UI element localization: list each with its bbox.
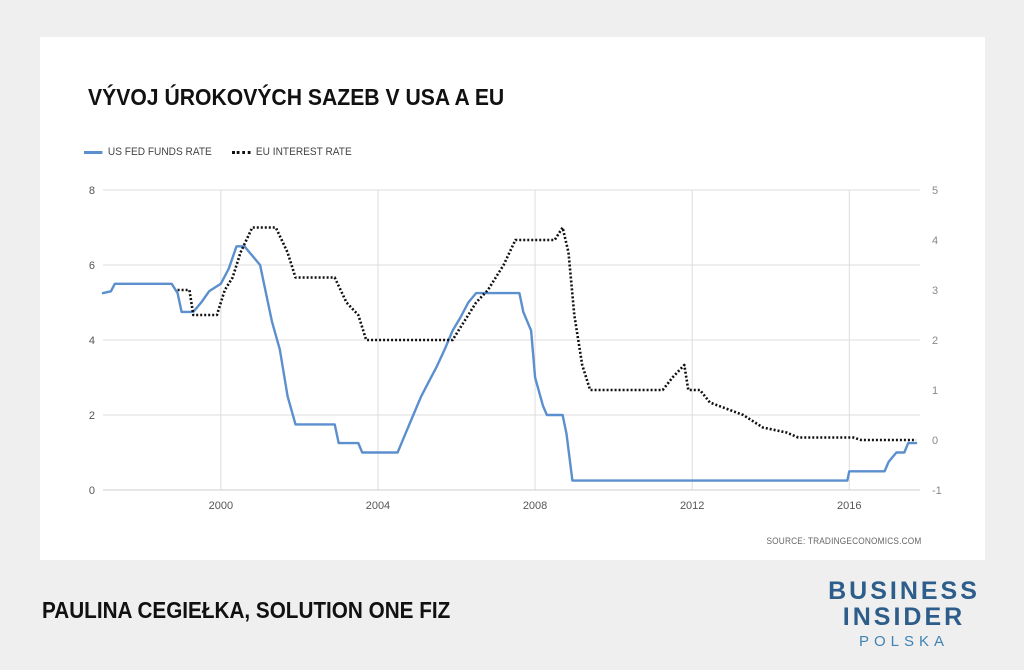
chart-title: VÝVOJ ÚROKOVÝCH SAZEB V USA A EU [88, 84, 505, 110]
legend-label-eu: EU INTEREST RATE [255, 146, 352, 158]
chart-card: VÝVOJ ÚROKOVÝCH SAZEB V USA A EU US FED … [40, 37, 985, 560]
series-line-eu-interest-rate [177, 226, 917, 442]
y-right-tick-label-3: 3 [932, 285, 938, 297]
y-left-tick-label-8: 8 [89, 185, 95, 197]
y-left-tick-label-4: 4 [89, 335, 95, 347]
chart-plot: 2000 2004 2008 2012 2016 0 2 4 6 8 -1 0 1 2 3 4 5 [89, 185, 942, 512]
logo-line-1: BUSINESS [828, 577, 980, 605]
y-right-tick-label-2: 2 [932, 335, 938, 347]
y-left-tick-label-2: 2 [89, 410, 95, 422]
y-right-tick-label-5: 5 [932, 185, 938, 197]
y-left-tick-label-0: 0 [89, 485, 95, 497]
y-right-tick-label--1: -1 [932, 485, 942, 497]
x-tick-label-2008: 2008 [523, 500, 547, 512]
chart-source: SOURCE: TRADINGECONOMICS.COM [766, 536, 921, 546]
x-tick-label-2004: 2004 [366, 500, 390, 512]
x-tick-label-2016: 2016 [837, 500, 861, 512]
legend-item-eu[interactable]: EU INTEREST RATE [231, 146, 352, 158]
x-tick-label-2000: 2000 [209, 500, 233, 512]
y-right-tick-label-1: 1 [932, 385, 938, 397]
legend-swatch-eu [231, 150, 251, 154]
y-left-tick-label-6: 6 [89, 260, 95, 272]
legend-swatch-us [84, 150, 103, 154]
x-tick-label-2012: 2012 [680, 500, 704, 512]
chart-legend: US FED FUNDS RATE EU INTEREST RATE [84, 144, 352, 160]
y-right-tick-label-0: 0 [932, 435, 938, 447]
series-line-us-fed-funds-rate [101, 245, 918, 482]
legend-label-us: US FED FUNDS RATE [107, 146, 212, 158]
business-insider-logo: BUSINESS INSIDER POLSKA [826, 578, 982, 652]
y-right-tick-label-4: 4 [932, 235, 938, 247]
author-credit: PAULINA CEGIEŁKA, SOLUTION ONE FIZ [42, 597, 451, 623]
logo-sub: POLSKA [858, 633, 950, 650]
legend-item-us[interactable]: US FED FUNDS RATE [84, 146, 212, 158]
logo-line-2: INSIDER [842, 603, 966, 631]
